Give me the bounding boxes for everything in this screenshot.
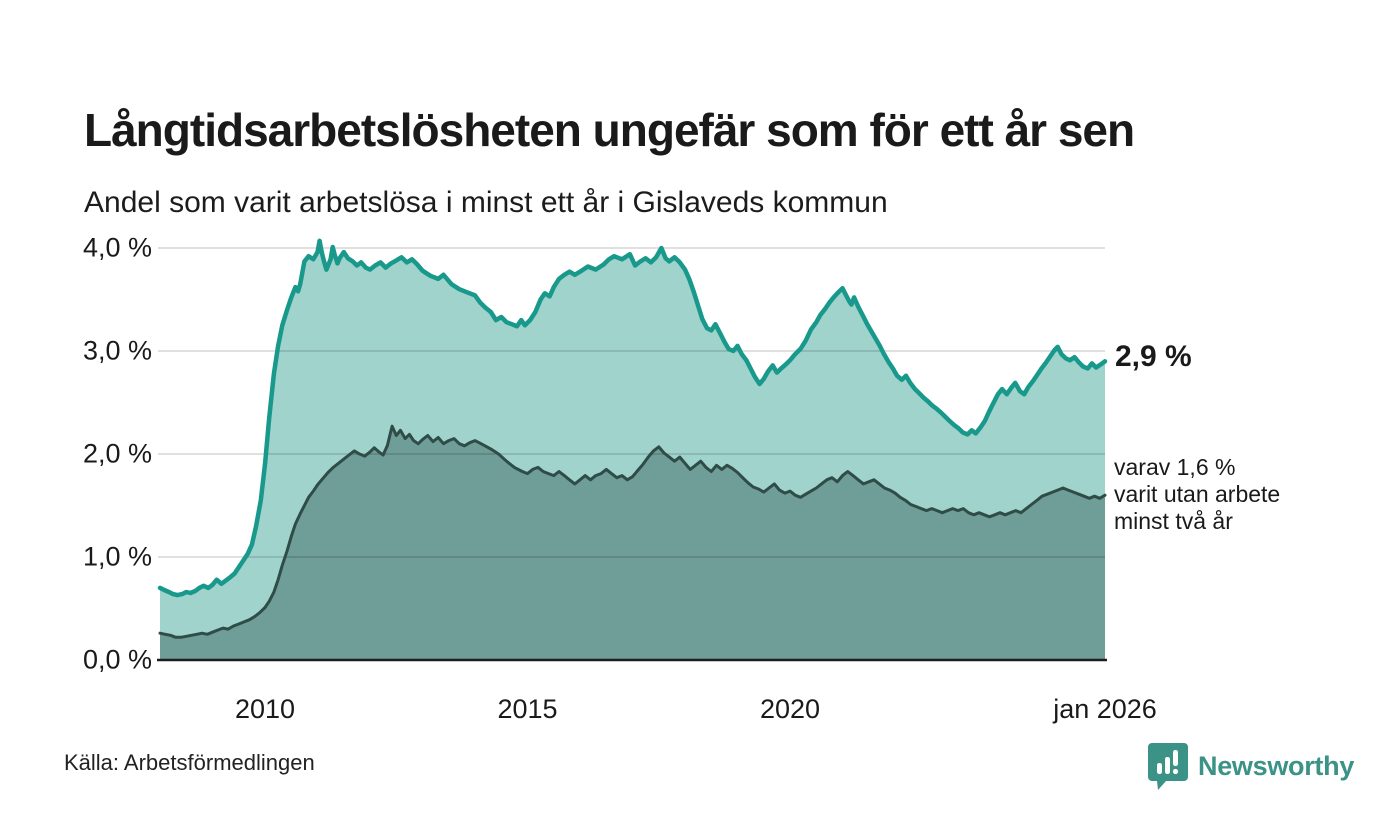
y-axis-tick-label: 3,0 % (82, 335, 152, 366)
x-axis-tick-label: jan 2026 (1053, 694, 1157, 724)
secondary-series-label-line1: varav 1,6 % (1114, 454, 1236, 480)
logo-exclamation-bar (1173, 750, 1178, 766)
secondary-series-label: varav 1,6 % varit utan arbete minst två … (1114, 454, 1280, 535)
newsworthy-wordmark: Newsworthy (1198, 751, 1355, 781)
logo-bar-tall (1165, 757, 1170, 774)
secondary-series-label-line2: varit utan arbete (1114, 481, 1281, 507)
series-line-minst-tva-ar (158, 424, 1107, 639)
page-title: Långtidsarbetslösheten ungefär som för e… (84, 103, 1135, 156)
secondary-series-label-line3: minst två år (1114, 508, 1233, 534)
source-attribution: Källa: Arbetsförmedlingen (64, 750, 315, 775)
logo-bar-short (1157, 763, 1162, 774)
x-axis-tick-label: 2010 (234, 694, 296, 724)
x-axis-tick-label: 2020 (759, 694, 821, 724)
logo-exclamation-dot (1172, 768, 1179, 775)
newsworthy-logo: Newsworthy (1148, 741, 1354, 791)
newsworthy-bubble-icon (1148, 743, 1188, 790)
y-axis-tick-label: 1,0 % (82, 541, 152, 572)
y-axis-tick-label: 4,0 % (82, 232, 152, 263)
y-axis-tick-label: 0,0 % (82, 644, 152, 675)
y-axis-tick-label: 2,0 % (82, 438, 152, 469)
series-line-minst-ett-ar (157, 238, 1108, 598)
latest-value-label: 2,9 % (1115, 340, 1192, 373)
series-area-minst-tva-ar (160, 426, 1105, 660)
page-subtitle: Andel som varit arbetslösa i minst ett å… (84, 186, 888, 219)
x-axis-tick-label: 2015 (497, 694, 558, 724)
